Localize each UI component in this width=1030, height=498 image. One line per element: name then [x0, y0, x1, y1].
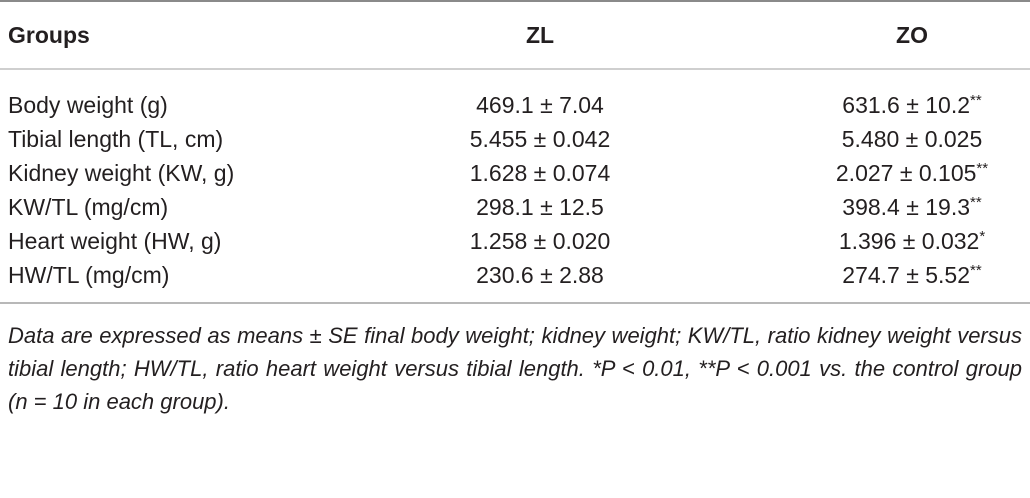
cell: 398.4 ± 19.3** [842, 193, 982, 220]
cell: 5.480 ± 0.025 [841, 125, 983, 152]
cell: Tibial length (TL, cm) [8, 125, 224, 152]
cell: Heart weight (HW, g) [8, 227, 222, 254]
significance: ** [976, 159, 989, 177]
significance: ** [970, 261, 982, 279]
cell: 274.7 ± 5.52** [842, 261, 982, 288]
header-cell: Groups [8, 21, 90, 48]
cell: 230.6 ± 2.88 [476, 261, 604, 288]
significance: * [979, 227, 986, 245]
table-row: Kidney weight (KW, g) 1.628 ± 0.074 2.027 … [0, 156, 1030, 190]
cell: Kidney weight (KW, g) [8, 159, 235, 186]
significance: ** [970, 91, 982, 109]
header-cell: ZO [896, 21, 928, 48]
table-row: HW/TL (mg/cm) 230.6 ± 2.88 274.7 ± 5.52** [0, 258, 1030, 292]
cell: 1.628 ± 0.074 [469, 159, 611, 186]
significance: ** [970, 193, 982, 211]
cell: 5.455 ± 0.042 [469, 125, 611, 152]
footnote: Data are expressed as means ± SE final b… [8, 323, 1022, 414]
header-cell: ZL [525, 21, 555, 48]
table-row: Tibial length (TL, cm) 5.455 ± 0.042 5.480… [0, 122, 1030, 156]
cell: KW/TL (mg/cm) [8, 193, 169, 220]
table-row: Heart weight (HW, g) 1.258 ± 0.020 1.396 ±… [0, 224, 1030, 258]
cell: 1.258 ± 0.020 [469, 227, 611, 254]
cell: 1.396 ± 0.032* [838, 227, 986, 254]
table-row: KW/TL (mg/cm) 298.1 ± 12.5 398.4 ± 19.3** [0, 190, 1030, 224]
header-row: Groups ZL ZO [0, 0, 1030, 70]
cell: 631.6 ± 10.2** [842, 91, 982, 118]
cell: 469.1 ± 7.04 [476, 91, 604, 118]
table-body: Body weight (g) 469.1 ± 7.04 631.6 ± 10.2*… [0, 70, 1030, 304]
cell: 2.027 ± 0.105** [835, 159, 989, 186]
cell: HW/TL (mg/cm) [8, 261, 170, 288]
cell: 298.1 ± 12.5 [476, 193, 604, 220]
table-row: Body weight (g) 469.1 ± 7.04 631.6 ± 10.2*… [0, 88, 1030, 122]
cell: Body weight (g) [8, 91, 168, 118]
